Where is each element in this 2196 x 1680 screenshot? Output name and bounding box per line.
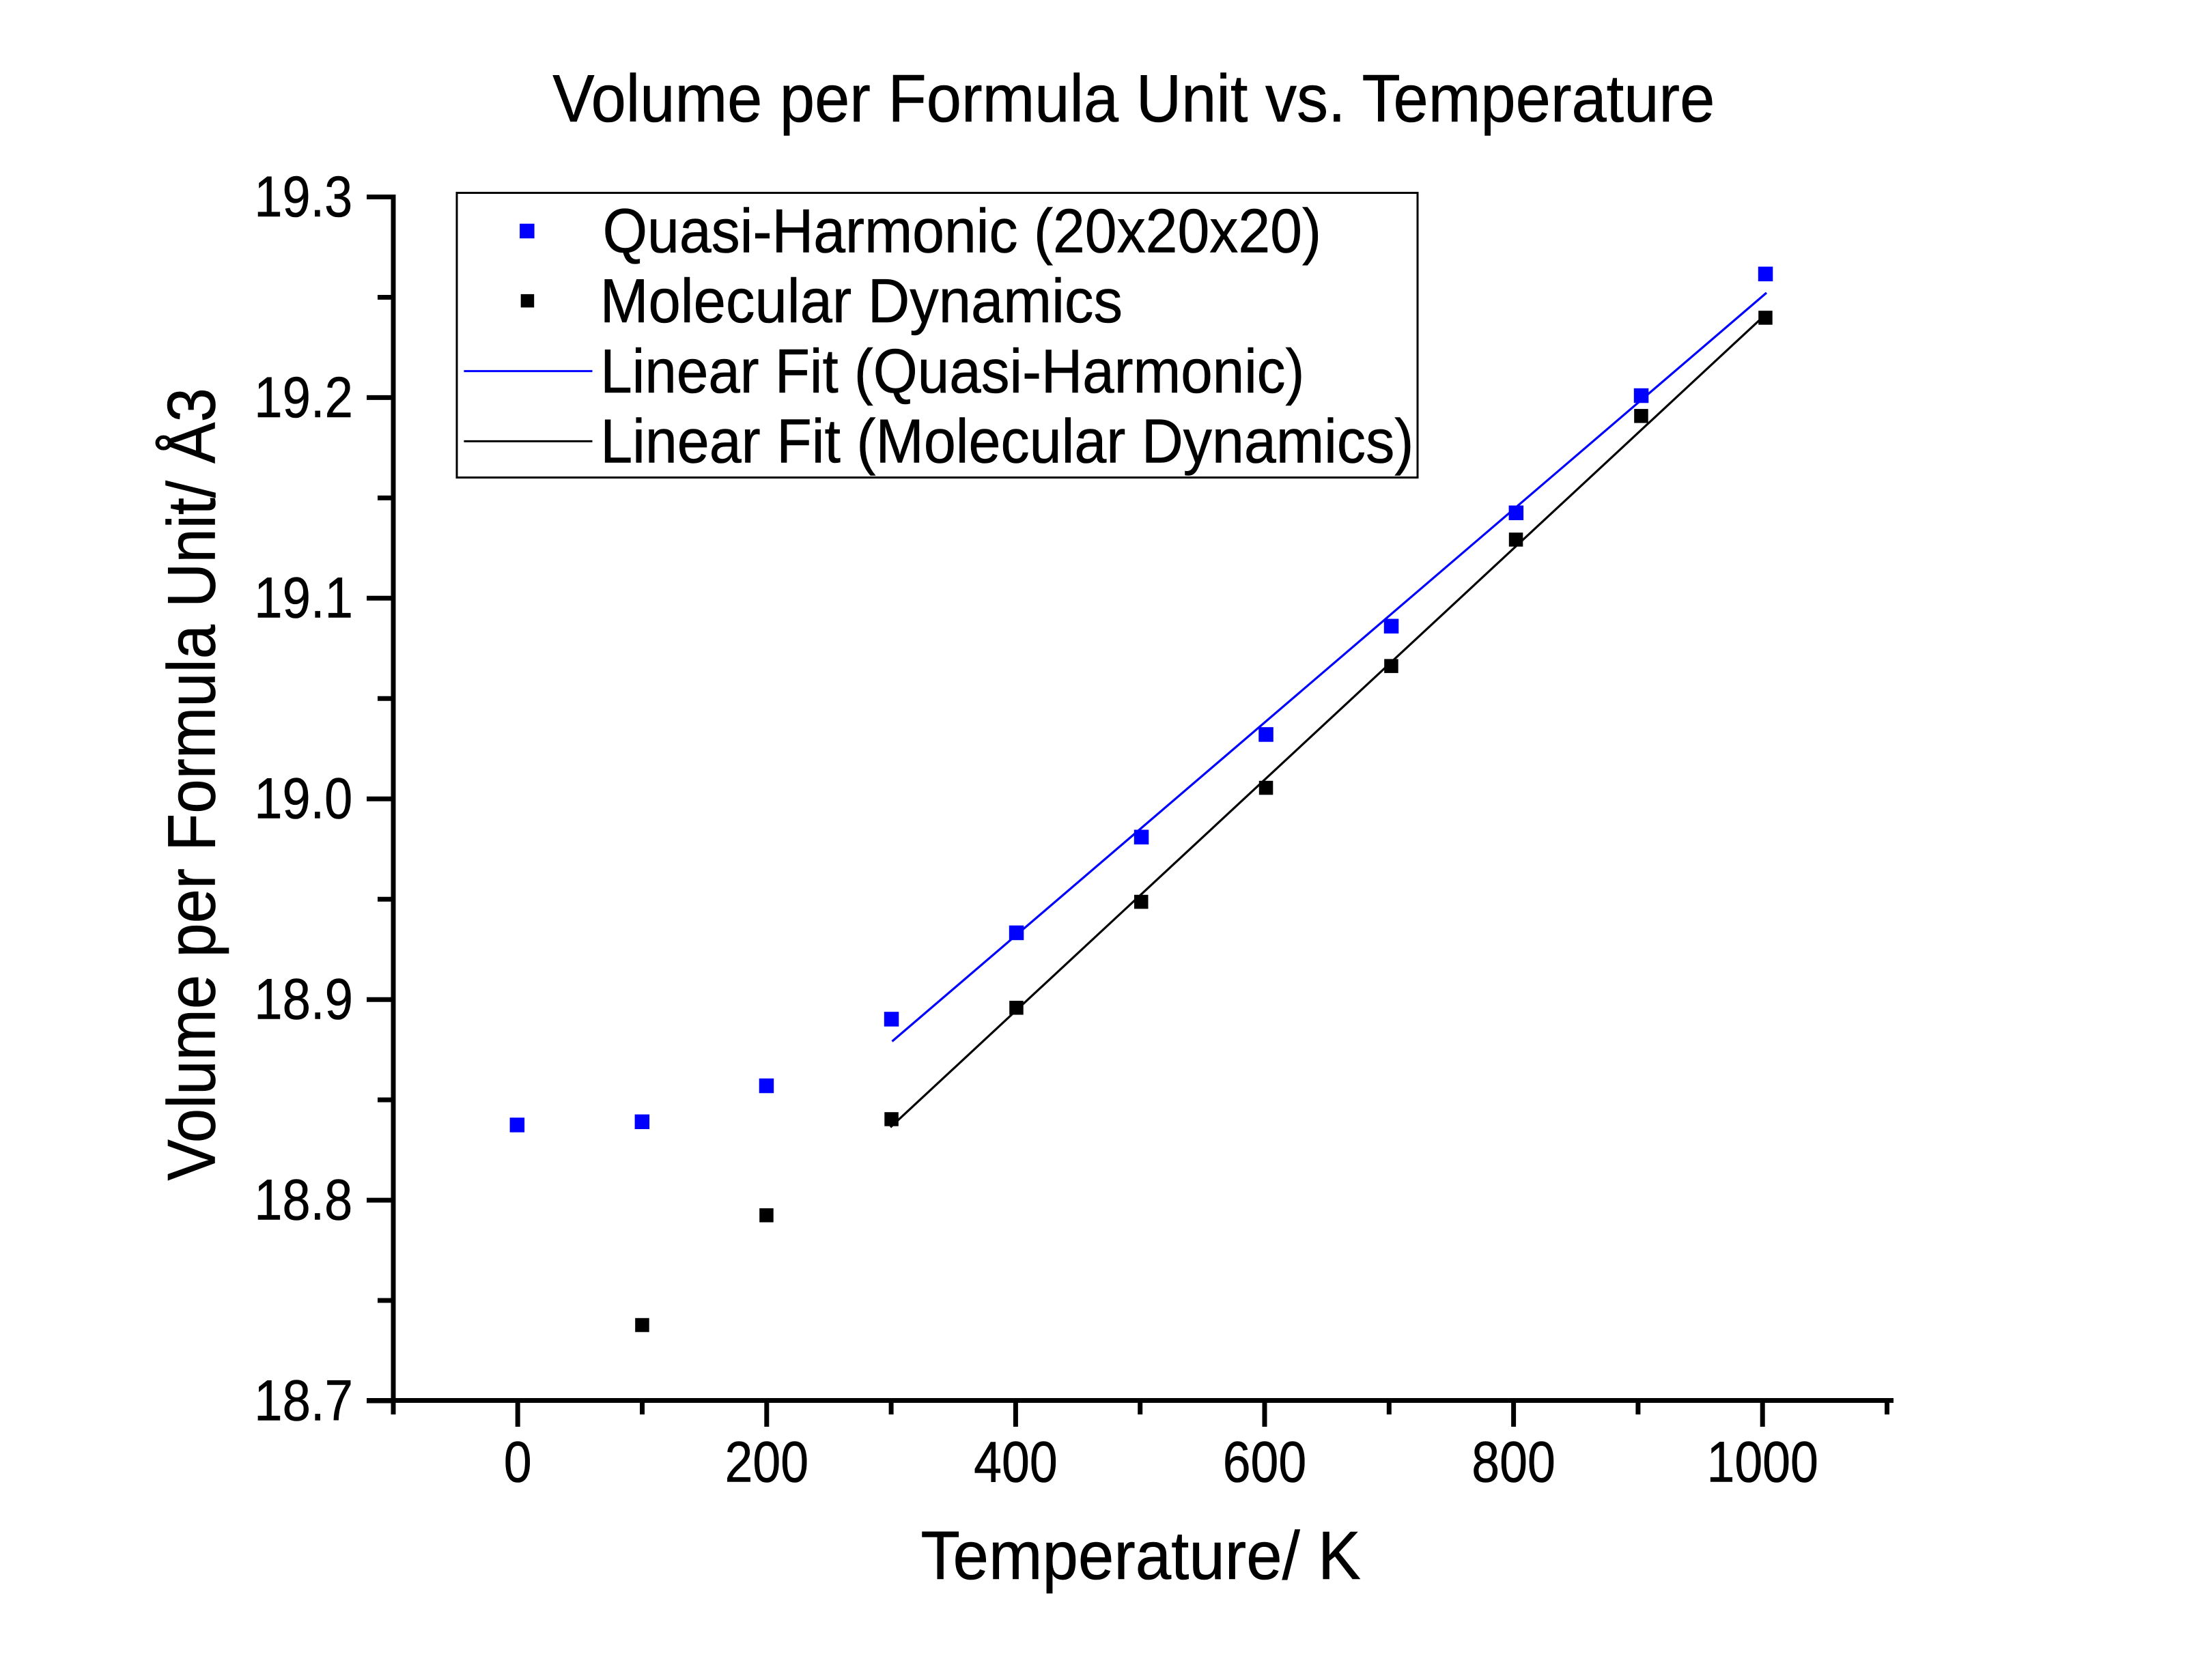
svg-text:800: 800 — [1472, 1430, 1556, 1494]
svg-text:Volume per Formula Unit vs. Te: Volume per Formula Unit vs. Temperature — [552, 61, 1715, 136]
svg-text:Volume per Formula Unit/ Å3: Volume per Formula Unit/ Å3 — [154, 388, 229, 1180]
svg-text:200: 200 — [725, 1430, 809, 1494]
svg-text:19.0: 19.0 — [254, 767, 352, 831]
svg-text:Quasi-Harmonic (20x20x20): Quasi-Harmonic (20x20x20) — [603, 197, 1321, 266]
svg-text:400: 400 — [974, 1430, 1058, 1494]
svg-text:Linear Fit (Quasi-Harmonic): Linear Fit (Quasi-Harmonic) — [600, 337, 1304, 406]
svg-text:1000: 1000 — [1706, 1430, 1818, 1494]
svg-text:19.3: 19.3 — [254, 165, 352, 229]
svg-text:19.2: 19.2 — [254, 365, 353, 429]
svg-text:600: 600 — [1223, 1430, 1307, 1494]
svg-text:18.9: 18.9 — [254, 967, 353, 1031]
svg-text:Molecular Dynamics: Molecular Dynamics — [600, 267, 1123, 336]
svg-text:Linear Fit (Molecular Dynamics: Linear Fit (Molecular Dynamics) — [600, 408, 1413, 476]
svg-text:Temperature/ K: Temperature/ K — [920, 1518, 1361, 1594]
svg-text:19.1: 19.1 — [254, 566, 353, 630]
svg-text:18.8: 18.8 — [254, 1168, 352, 1232]
svg-text:0: 0 — [504, 1430, 532, 1494]
svg-text:18.7: 18.7 — [254, 1368, 353, 1432]
